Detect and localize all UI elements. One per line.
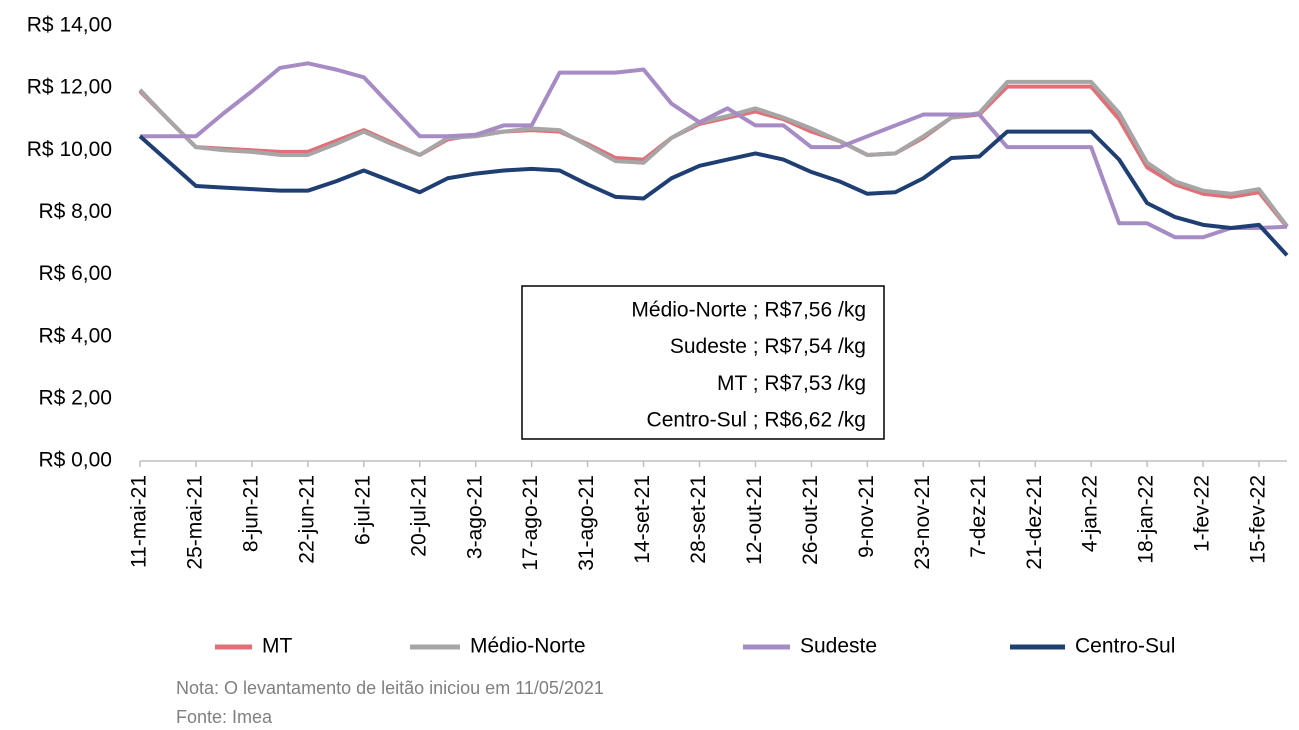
- y-tick-label: R$ 12,00: [27, 76, 112, 99]
- annotation: Médio-Norte ; R$7,56 /kg: [631, 299, 866, 322]
- legend-label: Centro-Sul: [1075, 635, 1175, 658]
- annotation: MT ; R$7,53 /kg: [717, 372, 866, 395]
- x-tick-label: 22-jun-21: [295, 475, 318, 564]
- x-tick-label: 20-jul-21: [407, 475, 430, 557]
- x-tick-label: 31-ago-21: [575, 475, 598, 571]
- y-tick-label: R$ 10,00: [27, 138, 112, 161]
- y-tick-label: R$ 0,00: [38, 449, 112, 472]
- x-tick-label: 3-ago-21: [463, 475, 486, 559]
- series-line: [138, 79, 1289, 228]
- x-tick-label: 25-mai-21: [183, 475, 206, 570]
- x-tick-label: 7-dez-21: [967, 475, 990, 558]
- x-tick-label: 14-set-21: [631, 475, 654, 564]
- x-tick-label: 9-nov-21: [855, 475, 878, 558]
- legend-label: Médio-Norte: [470, 635, 586, 658]
- source: Fonte: Imea: [176, 707, 273, 727]
- y-tick-label: R$ 8,00: [38, 200, 112, 223]
- x-tick-label: 12-out-21: [743, 475, 766, 565]
- series-line: [138, 129, 1289, 257]
- annotation-box: [521, 285, 885, 440]
- x-tick-label: 6-jul-21: [351, 475, 374, 545]
- legend-label: MT: [262, 635, 292, 658]
- note: Nota: O levantamento de leitão iniciou e…: [176, 678, 604, 698]
- x-tick-label: 8-jun-21: [239, 475, 262, 552]
- x-tick-label: 1-fev-22: [1191, 475, 1214, 552]
- x-tick-label: 4-jan-22: [1079, 475, 1102, 552]
- series-line: [140, 61, 1288, 240]
- annotation: Centro-Sul ; R$6,62 /kg: [647, 409, 866, 432]
- y-tick-label: R$ 2,00: [38, 386, 112, 409]
- x-tick-label: 23-nov-21: [911, 475, 934, 570]
- y-tick-label: R$ 14,00: [27, 14, 112, 37]
- x-tick-label: 17-ago-21: [519, 475, 542, 571]
- x-tick-label: 21-dez-21: [1023, 475, 1046, 570]
- x-tick-label: 18-jan-22: [1135, 475, 1158, 564]
- x-tick-label: 26-out-21: [799, 475, 822, 565]
- y-tick-label: R$ 6,00: [38, 262, 112, 285]
- y-tick-label: R$ 4,00: [38, 324, 112, 347]
- legend-label: Sudeste: [800, 635, 877, 658]
- x-tick-label: 28-set-21: [687, 475, 710, 564]
- annotation: Sudeste ; R$7,54 /kg: [670, 335, 866, 358]
- x-tick-label: 11-mai-21: [128, 475, 151, 568]
- x-tick-label: 15-fev-22: [1247, 475, 1270, 564]
